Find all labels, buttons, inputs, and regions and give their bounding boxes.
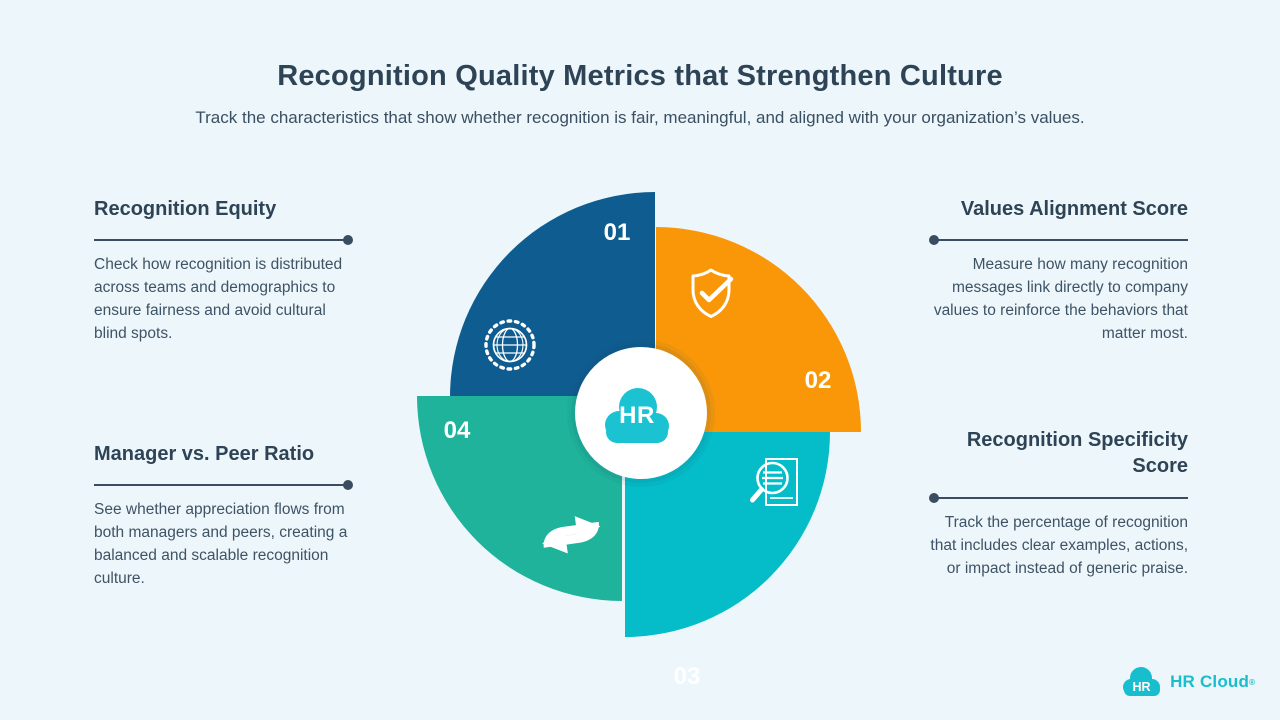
divider-line: [94, 235, 353, 246]
metric-block-manager-peer-ratio: Manager vs. Peer Ratio See whether appre…: [94, 441, 353, 591]
segment-02: [656, 227, 861, 432]
metric-title: Manager vs. Peer Ratio: [94, 443, 315, 465]
segment-number-03: 03: [674, 663, 701, 690]
metric-description: Check how recognition is distributed acr…: [94, 256, 343, 343]
segment-number-02: 02: [805, 367, 832, 394]
metric-description: Measure how many recognition messages li…: [933, 256, 1188, 343]
trademark-symbol: ®: [1249, 677, 1255, 687]
metric-block-recognition-equity: Recognition Equity Check how recognition…: [94, 196, 353, 346]
divider-dot: [929, 492, 939, 503]
brand-monogram: HR: [1133, 680, 1151, 694]
header: Recognition Quality Metrics that Strengt…: [0, 60, 1280, 128]
metric-title: Recognition Specificity Score: [966, 429, 1188, 478]
swap-arrows-icon: [542, 516, 601, 554]
metric-description: Track the percentage of recognition that…: [930, 513, 1188, 577]
brand-wordmark: HR Cloud: [1170, 672, 1250, 691]
segment-number-01: 01: [604, 219, 631, 246]
segment-04: [417, 396, 622, 601]
segment-01: [450, 192, 655, 397]
divider-dot: [929, 235, 939, 246]
wheel-svg: 01 02 03 04 HR: [417, 192, 861, 690]
document-magnifier-icon: [750, 458, 798, 506]
divider-dot: [343, 235, 353, 246]
divider-line: [94, 480, 353, 491]
metric-block-recognition-specificity: Recognition Specificity Score Track the …: [929, 427, 1188, 581]
metric-title: Recognition Equity: [94, 198, 277, 220]
center-label: HR: [619, 402, 655, 429]
divider-dot: [343, 480, 353, 491]
metric-description: See whether appreciation flows from both…: [94, 501, 348, 588]
cloud-shape: [605, 388, 669, 443]
globe-community-icon: [484, 319, 536, 371]
metric-title: Values Alignment Score: [960, 198, 1188, 220]
wheel-diagram: 01 02 03 04 HR: [400, 170, 880, 710]
divider-line: [929, 235, 1188, 246]
brand-logo: HR HR Cloud ®: [1121, 666, 1255, 698]
segment-number-04: 04: [444, 417, 471, 444]
metric-block-values-alignment: Values Alignment Score Measure how many …: [929, 196, 1188, 346]
shield-check-icon: [691, 268, 734, 318]
hr-cloud-center-logo: HR: [605, 388, 669, 443]
brand-cloud-icon: HR: [1123, 667, 1161, 696]
page-title: Recognition Quality Metrics that Strengt…: [277, 60, 1003, 92]
divider-line: [929, 492, 1188, 503]
page-subtitle: Track the characteristics that show whet…: [195, 108, 1085, 127]
